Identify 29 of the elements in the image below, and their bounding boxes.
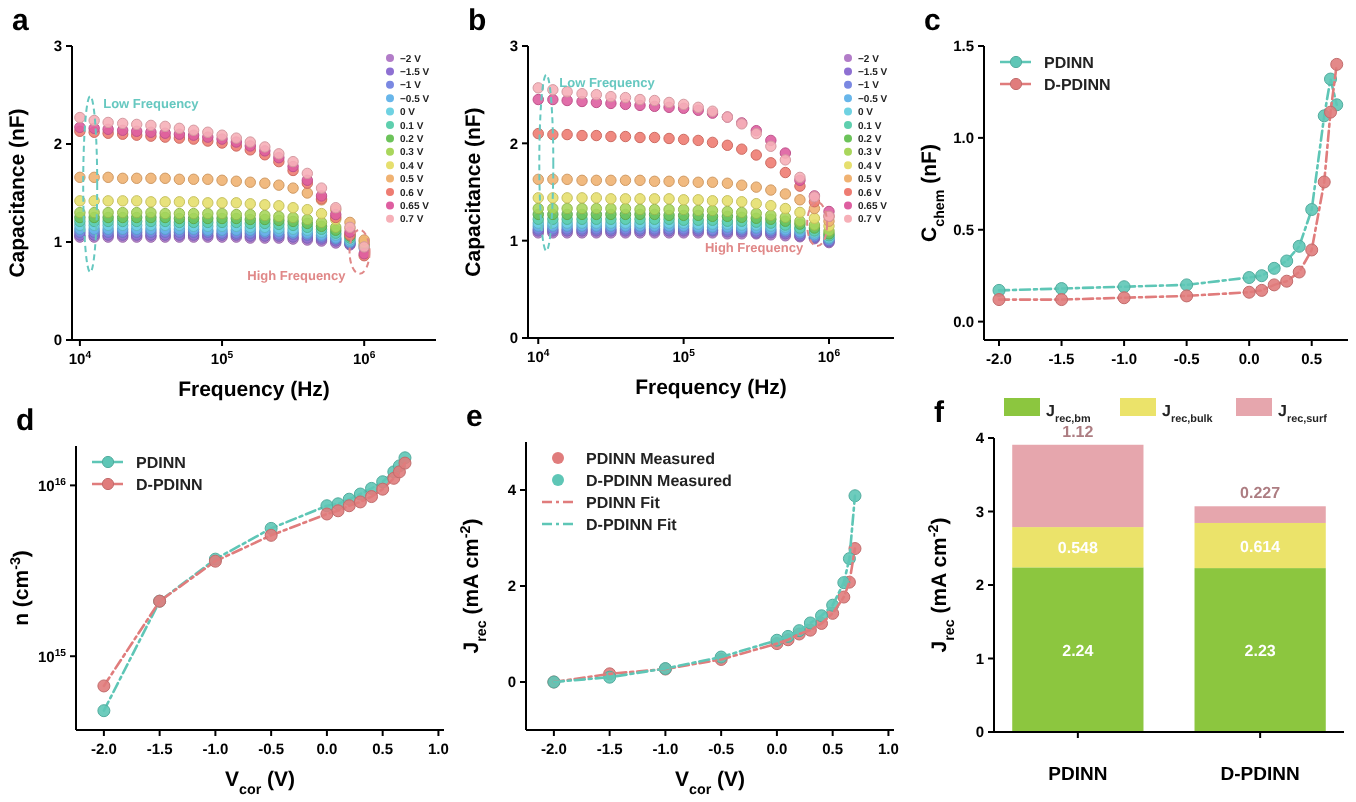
chart-title: e bbox=[466, 400, 483, 434]
data-label: 0.548 bbox=[1057, 539, 1099, 558]
legend-label: PDINN Fit bbox=[586, 493, 661, 512]
chart-title: a bbox=[12, 4, 30, 38]
legend-label: D-PDINN bbox=[136, 475, 204, 494]
legend-label: PDINN bbox=[1044, 53, 1095, 72]
legend-label: D-PDINN Fit bbox=[586, 515, 678, 534]
y-axis-title: Capacitance (nF) bbox=[6, 108, 30, 278]
legend-label: J$_{rec,surf}$ bbox=[1278, 401, 1328, 426]
legend-label: D-PDINN bbox=[1044, 75, 1112, 94]
legend-label: PDINN Measured bbox=[586, 449, 716, 468]
chart-title: b bbox=[468, 4, 487, 38]
x-axis-title: Frequency (Hz) bbox=[178, 378, 330, 402]
legend-label: D-PDINN Measured bbox=[586, 471, 733, 490]
chart-title: f bbox=[934, 396, 946, 430]
y-axis-title: Capacitance (nF) bbox=[462, 107, 486, 277]
legend-label: J$_{rec,bulk}$ bbox=[1162, 401, 1215, 426]
x-axis-title: V$_{cor}$ (V) bbox=[674, 768, 746, 798]
data-label: 2.24 bbox=[1062, 641, 1095, 660]
x-axis-title: Frequency (Hz) bbox=[635, 376, 787, 400]
chart-title: d bbox=[16, 404, 35, 438]
x-axis-title: V$_{cor}$ (V) bbox=[224, 768, 296, 798]
chart-title: c bbox=[924, 4, 941, 38]
legend-label: PDINN bbox=[136, 453, 187, 472]
data-label: 1.12 bbox=[1062, 422, 1095, 441]
data-label: 0.614 bbox=[1240, 537, 1282, 556]
data-label: 0.227 bbox=[1240, 484, 1282, 503]
legend-label: J$_{rec,bm}$ bbox=[1046, 401, 1091, 426]
data-label: 2.23 bbox=[1244, 642, 1277, 661]
